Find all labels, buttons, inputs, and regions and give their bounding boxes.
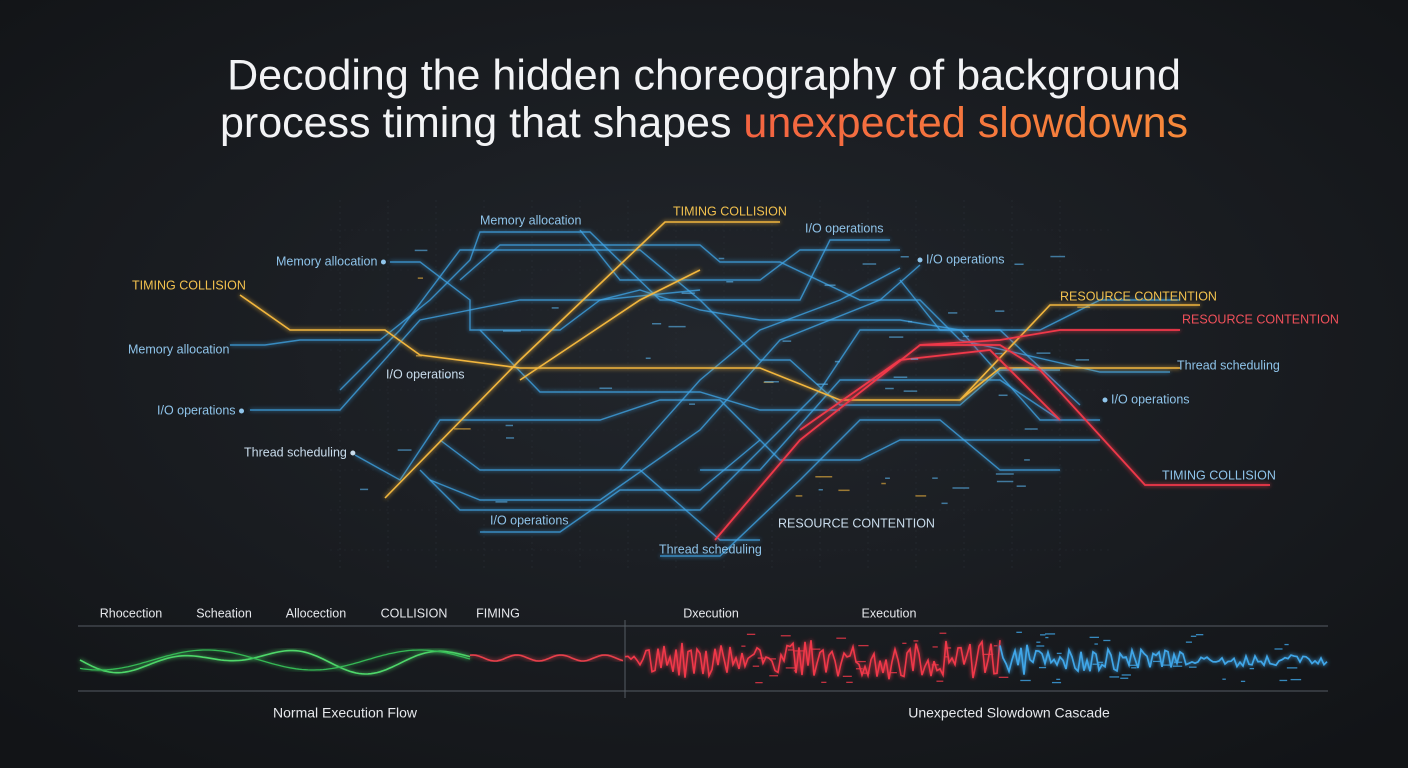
waveform: [624, 639, 1001, 680]
network-label: I/O operations: [926, 252, 1005, 266]
route: [239, 294, 1180, 401]
timeline: Rhocection Scheation Allocection COLLISION F…: [78, 606, 1328, 721]
network-label: Memory allocation: [276, 254, 377, 268]
route: [660, 419, 1060, 557]
route: [439, 439, 760, 541]
timeline-label: Rhocection: [100, 606, 163, 620]
network-label: I/O operations: [805, 221, 884, 235]
label-dot: [350, 450, 356, 456]
title-highlight: unexpected slowdowns: [743, 99, 1188, 147]
network-label: Memory allocation: [128, 342, 229, 356]
network-label: TIMING COLLISION: [132, 278, 246, 292]
route: [700, 379, 1061, 471]
route: [354, 399, 1100, 481]
network-labels: Memory allocation TIMING COLLISION I/O ope…: [128, 204, 1339, 556]
route: [714, 344, 1270, 541]
route: [799, 349, 1061, 431]
network-label: TIMING COLLISION: [1162, 468, 1276, 482]
timeline-caption: Unexpected Slowdown Cascade: [908, 705, 1110, 721]
timeline-label: Scheation: [196, 606, 252, 620]
network-label: RESOURCE CONTENTION: [1182, 312, 1339, 326]
timeline-label: Dxecution: [683, 606, 739, 620]
network-label: Thread scheduling: [244, 445, 347, 459]
route: [384, 221, 780, 499]
timeline-label: Execution: [862, 606, 917, 620]
timeline-caption: Normal Execution Flow: [273, 705, 418, 721]
network-label: I/O operations: [157, 403, 236, 417]
route: [480, 439, 761, 533]
label-dot: [1102, 397, 1108, 403]
route: [619, 267, 901, 471]
network-label: Thread scheduling: [1177, 358, 1280, 372]
network: [230, 221, 1270, 557]
network-label: I/O operations: [490, 513, 569, 527]
route: [479, 329, 840, 411]
waveform: [79, 649, 471, 675]
network-label: TIMING COLLISION: [673, 204, 787, 218]
label-dot: [239, 408, 245, 414]
title-line: Decoding the hidden choreography of back…: [227, 51, 1181, 99]
timeline-label: COLLISION: [381, 606, 448, 620]
waveform: [999, 644, 1328, 675]
waveform: [469, 654, 624, 662]
network-label: I/O operations: [1111, 392, 1190, 406]
route: [519, 269, 701, 381]
route: [919, 329, 1180, 346]
route: [579, 229, 900, 281]
network-label: I/O operations: [386, 367, 465, 381]
network-label: RESOURCE CONTENTION: [778, 516, 935, 530]
timeline-label: FIMING: [476, 606, 520, 620]
label-dot: [917, 257, 923, 263]
route: [959, 304, 1200, 401]
timeline-label: Allocection: [286, 606, 346, 620]
network-label: RESOURCE CONTENTION: [1060, 289, 1217, 303]
title-line: process timing that shapes unexpected sl…: [220, 99, 1188, 147]
title-text: process timing that shapes: [220, 99, 743, 147]
route: [459, 244, 1170, 373]
route: [390, 261, 701, 331]
route: [230, 231, 1060, 406]
network-label: Memory allocation: [480, 213, 581, 227]
label-dot: [380, 259, 386, 265]
route: [899, 279, 1180, 331]
network-label: Thread scheduling: [659, 542, 762, 556]
waveform: [79, 649, 471, 671]
